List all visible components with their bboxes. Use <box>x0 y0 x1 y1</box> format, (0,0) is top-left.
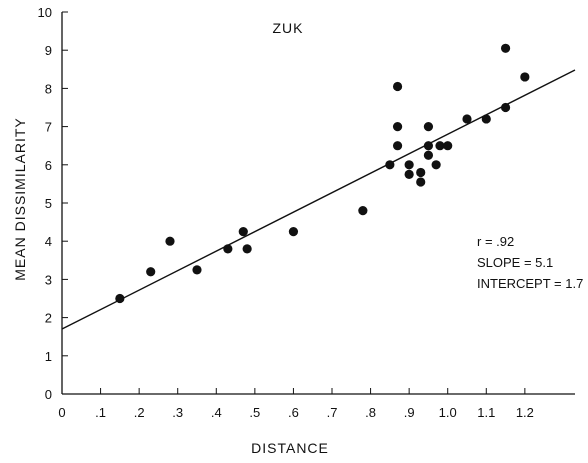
y-tick-label: 10 <box>38 5 52 20</box>
data-point <box>500 102 511 113</box>
y-tick-label: 0 <box>45 387 52 402</box>
data-point <box>404 169 414 179</box>
x-tick-label: .3 <box>172 405 183 420</box>
x-tick-label: .4 <box>211 405 222 420</box>
x-axis-label: DISTANCE <box>251 440 329 456</box>
y-tick-label: 2 <box>45 311 52 326</box>
y-tick-label: 4 <box>45 234 52 249</box>
y-tick-label: 9 <box>45 43 52 58</box>
stat-slope: SLOPE = 5.1 <box>477 255 553 270</box>
data-point <box>392 81 403 92</box>
x-tick-label: 1.1 <box>477 405 495 420</box>
data-point <box>192 265 202 275</box>
regression-line <box>61 69 576 330</box>
data-point <box>481 114 491 124</box>
data-point <box>146 267 156 277</box>
data-point <box>404 160 414 170</box>
data-point <box>358 206 368 216</box>
data-point <box>435 141 445 151</box>
data-point <box>443 141 453 151</box>
x-tick-label: 1.2 <box>516 405 534 420</box>
stat-r: r = .92 <box>477 234 514 249</box>
y-tick-label: 8 <box>45 81 52 96</box>
data-point <box>423 122 434 132</box>
data-point <box>392 141 403 151</box>
x-tick-label: .1 <box>95 405 106 420</box>
data-point <box>500 43 511 53</box>
data-point <box>288 227 299 237</box>
chart-title: ZUK <box>273 20 304 36</box>
x-tick-label: .8 <box>365 405 376 420</box>
axes <box>61 12 575 395</box>
x-tick-label: .7 <box>327 405 338 420</box>
x-tick-label: .6 <box>288 405 299 420</box>
x-tick-label: 1.0 <box>439 405 457 420</box>
x-tick-label: .2 <box>134 405 145 420</box>
y-tick-label: 3 <box>45 272 52 287</box>
regression-line-group <box>61 69 576 330</box>
y-tick-label: 7 <box>45 120 52 135</box>
x-tick-label: .5 <box>249 405 260 420</box>
y-tick-label: 6 <box>45 158 52 173</box>
data-point <box>431 160 441 170</box>
stats-annotation: r = .92 SLOPE = 5.1 INTERCEPT = 1.7 <box>477 234 583 291</box>
data-point <box>115 293 125 304</box>
data-point <box>423 141 434 151</box>
x-axis-ticks: 0 .1 .2 .3 .4 .5 .6 .7 .8 .9 1.0 1.1 1.2 <box>58 388 534 420</box>
data-point <box>242 244 252 254</box>
data-point <box>416 167 426 178</box>
data-point <box>385 160 395 170</box>
x-tick-label: .9 <box>404 405 415 420</box>
data-points <box>115 43 530 304</box>
data-point <box>238 227 248 237</box>
data-point <box>416 177 426 187</box>
y-tick-label: 1 <box>45 349 52 364</box>
data-point <box>223 244 233 254</box>
data-point <box>462 114 472 124</box>
stat-intercept: INTERCEPT = 1.7 <box>477 276 583 291</box>
data-point <box>423 150 434 160</box>
data-point <box>392 122 403 132</box>
y-axis-ticks: 0 1 2 3 4 5 6 7 8 9 10 <box>38 5 68 402</box>
data-point <box>520 72 530 82</box>
y-tick-label: 5 <box>45 196 52 211</box>
data-point <box>165 236 175 246</box>
x-tick-label: 0 <box>58 405 65 420</box>
y-axis-label: MEAN DISSIMILARITY <box>12 117 28 280</box>
